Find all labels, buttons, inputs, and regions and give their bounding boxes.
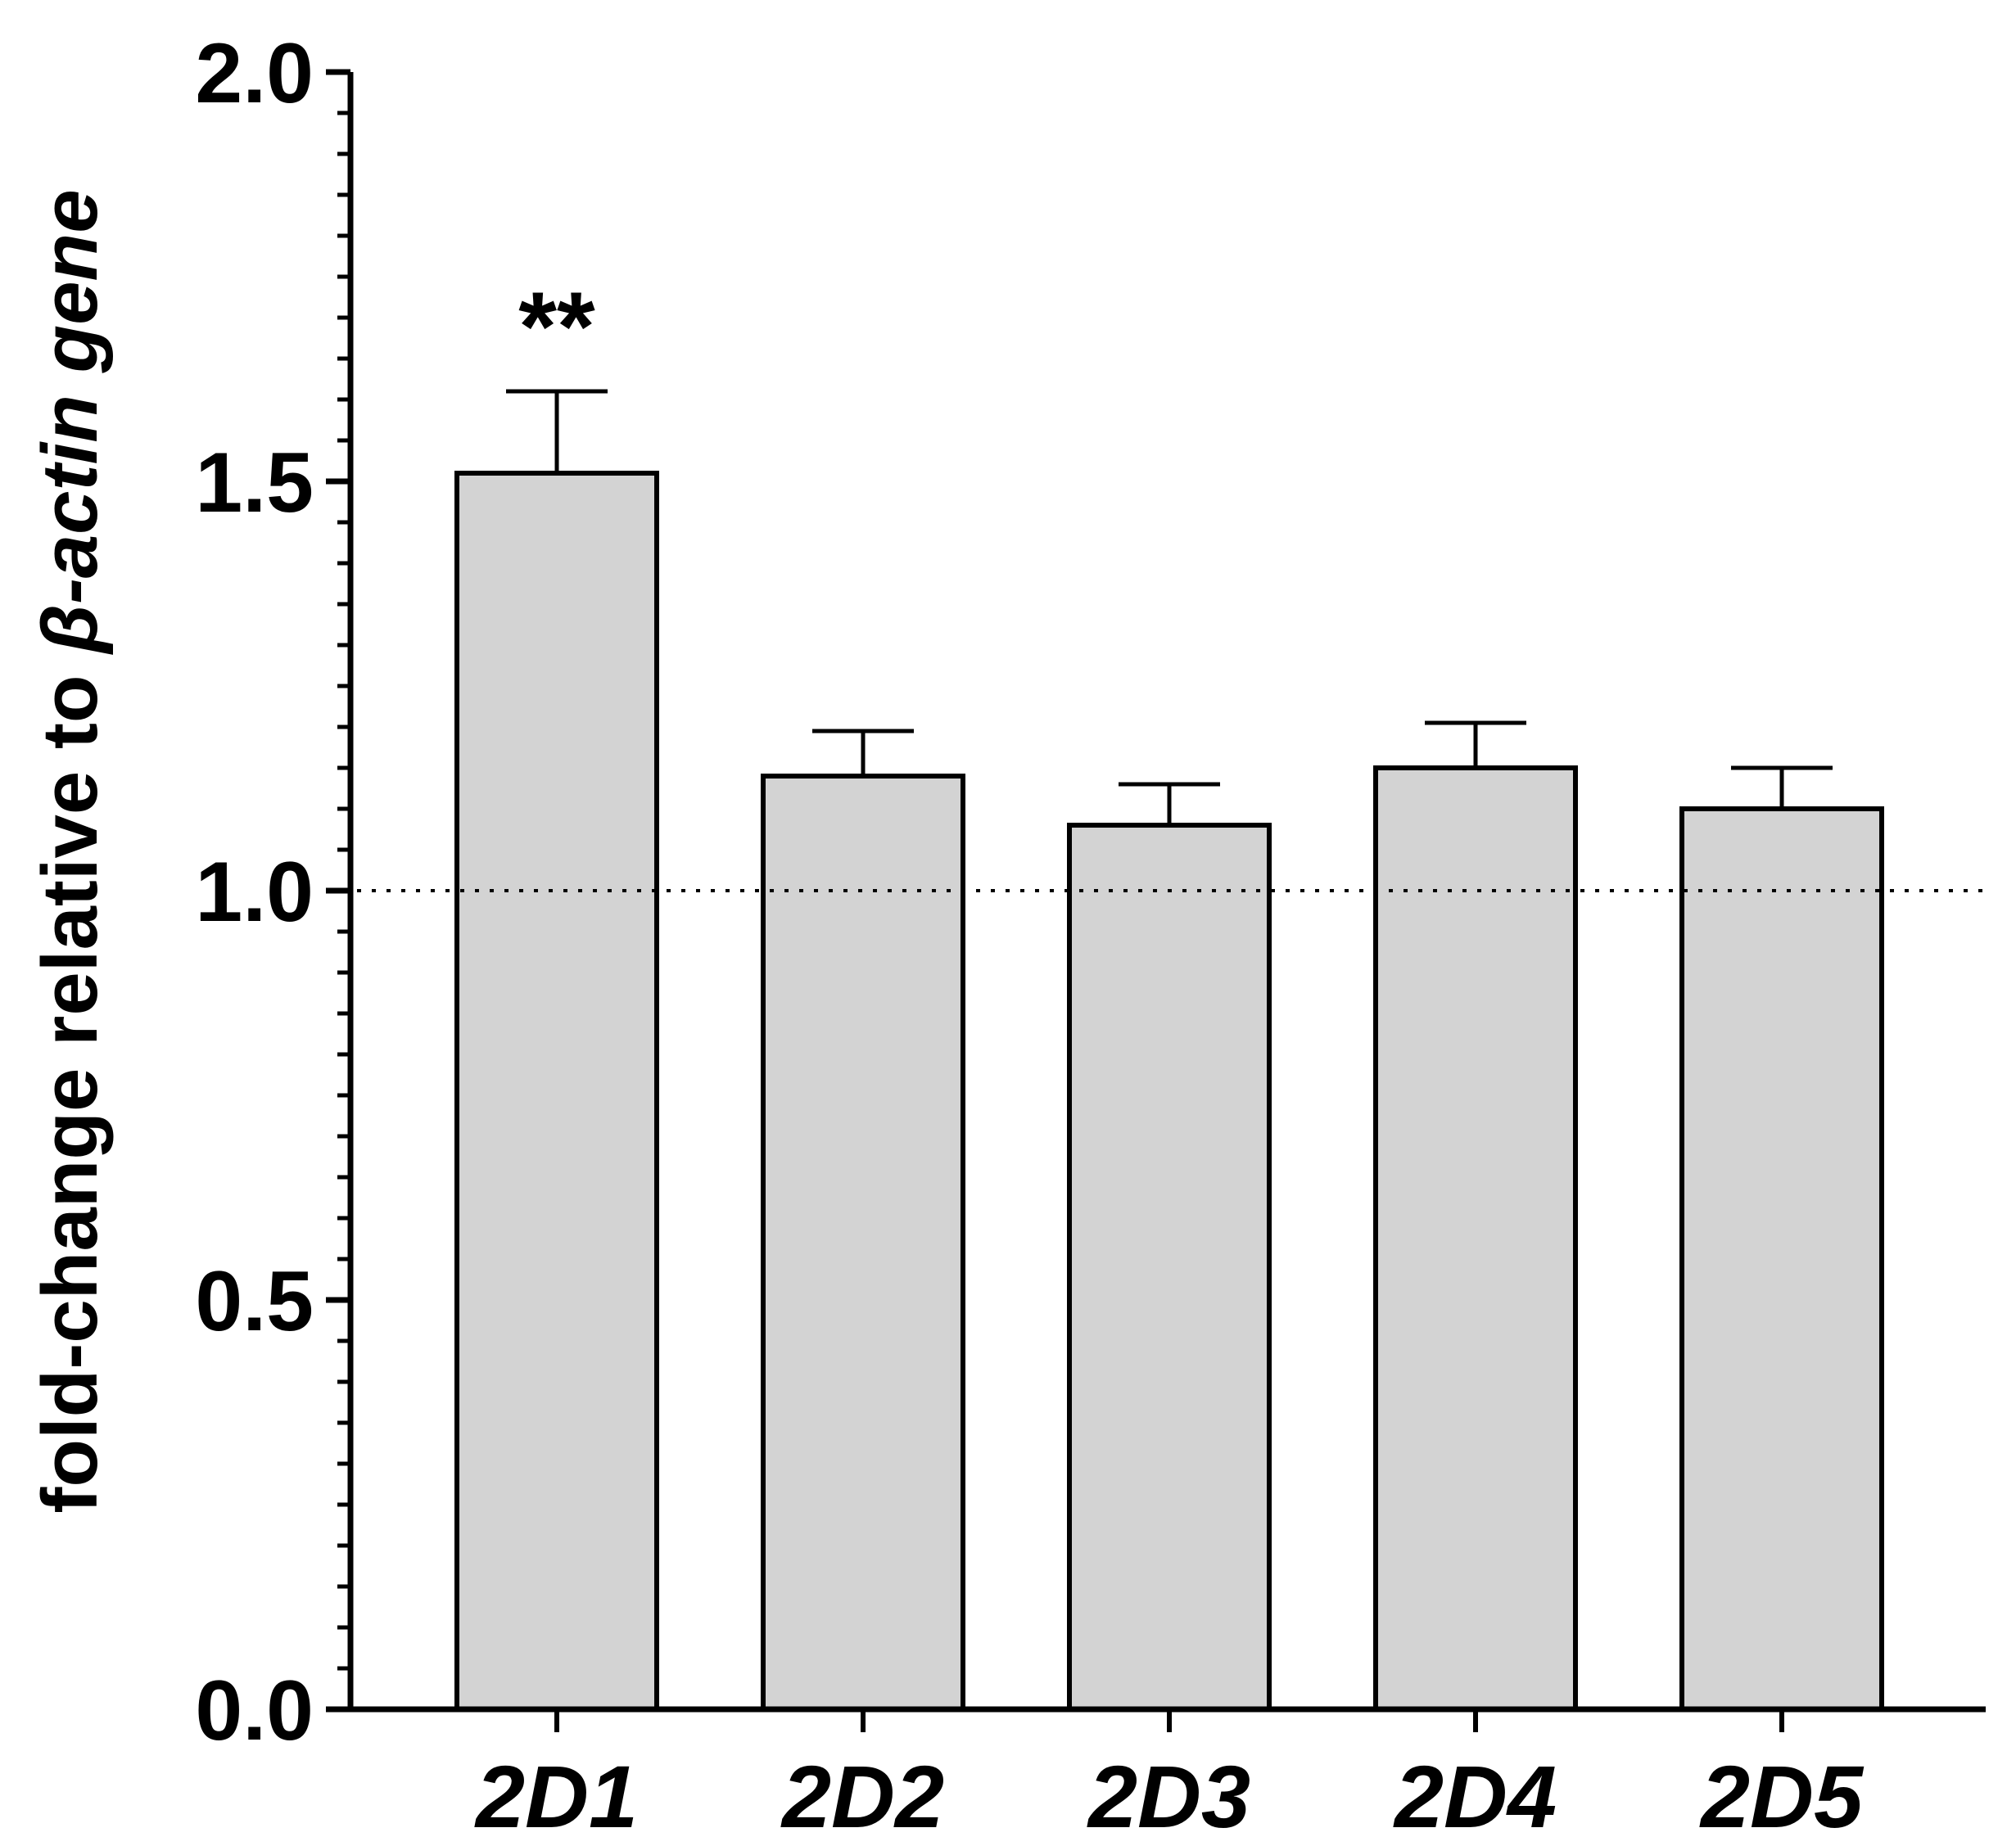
x-tick-labels: 2D1 2D2 2D3 2D4 2D5 bbox=[474, 1747, 1865, 1846]
error-bar-2D4 bbox=[1425, 720, 1526, 768]
annotations-group: ** bbox=[518, 272, 595, 381]
x-tick-label-2D3: 2D3 bbox=[1087, 1747, 1250, 1846]
bar-2D2 bbox=[761, 774, 965, 1712]
y-tick-label: 1.5 bbox=[195, 436, 314, 530]
x-tick-label-2D1: 2D1 bbox=[474, 1747, 638, 1846]
axes-group bbox=[326, 69, 1986, 1732]
bar-2D3 bbox=[1067, 823, 1272, 1712]
y-tick-label: 0.0 bbox=[195, 1663, 314, 1758]
significance-annotation: ** bbox=[518, 272, 595, 381]
bar-2D4 bbox=[1373, 765, 1578, 1712]
error-bar-2D3 bbox=[1119, 782, 1220, 825]
error-bar-2D5 bbox=[1731, 765, 1833, 809]
x-tick-label-2D5: 2D5 bbox=[1699, 1747, 1865, 1846]
error-bar-2D2 bbox=[812, 729, 914, 776]
y-axis-label-prefix: fold-change relative to bbox=[26, 653, 114, 1514]
x-tick-label-2D2: 2D2 bbox=[780, 1747, 944, 1846]
y-tick-label: 0.5 bbox=[195, 1254, 314, 1349]
y-tick-label: 2.0 bbox=[195, 26, 314, 121]
bar-2D1 bbox=[454, 471, 659, 1712]
y-axis-label: fold-change relative to β-actin gene bbox=[26, 189, 114, 1513]
y-tick-label: 1.0 bbox=[195, 845, 314, 940]
error-bar-2D1 bbox=[506, 389, 608, 473]
error-bars-group bbox=[506, 389, 1833, 825]
x-tick-label-2D4: 2D4 bbox=[1393, 1747, 1557, 1846]
y-tick-labels: 0.0 0.5 1.0 1.5 2.0 bbox=[195, 26, 314, 1758]
bar-2D5 bbox=[1679, 806, 1884, 1712]
bars-group bbox=[454, 471, 1884, 1712]
y-axis-label-italic: β-actin gene bbox=[26, 189, 114, 655]
